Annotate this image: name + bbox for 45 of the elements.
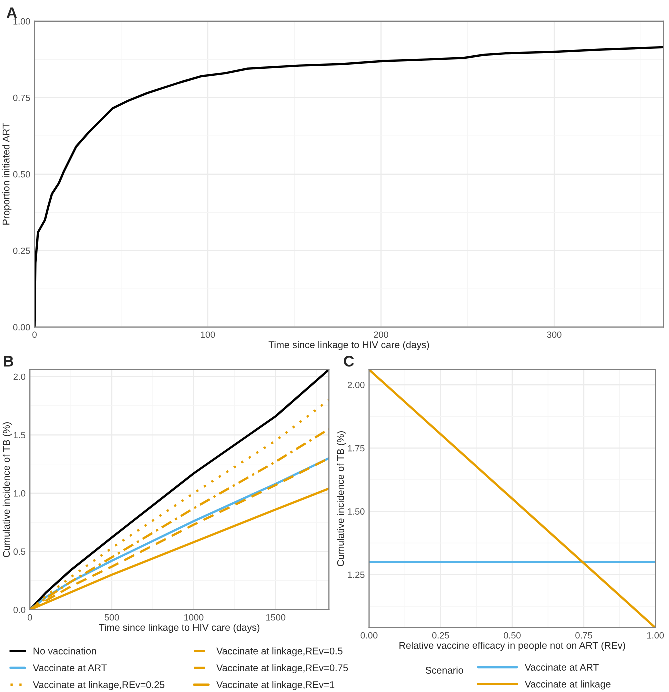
x-tick-label: 0	[28, 614, 32, 621]
legend-label: Vaccinate at ART	[524, 664, 599, 671]
x-tick-label: 0	[32, 332, 37, 338]
x-tick-label: 300	[547, 332, 562, 338]
legend-label: Vaccinate at linkage,REv=1	[216, 681, 335, 690]
legend-label: Vaccinate at linkage	[524, 680, 611, 690]
legend-title: Scenario	[426, 666, 464, 674]
x-tick-label: 1500	[266, 614, 286, 621]
y-axis-title: Proportion initiated ART	[2, 123, 12, 225]
y-tick-label: 1.25	[348, 572, 365, 578]
y-axis-title: Cumulative incidence of TB (%)	[337, 432, 346, 566]
y-tick-label: 0.00	[13, 324, 30, 331]
x-tick-label: 0.25	[432, 632, 450, 639]
x-axis-title: Relative vaccine efficacy in people not on ART (REv)	[400, 642, 626, 652]
chart-title: C	[344, 356, 354, 367]
y-tick-label: 0.75	[13, 94, 30, 102]
y-tick-label: 1.0	[14, 490, 26, 497]
legend-label: Vaccinate at linkage,REv=0.5	[216, 648, 343, 657]
y-tick-label: 1.75	[348, 445, 365, 452]
y-tick-label: 0.25	[13, 248, 30, 254]
legend-label: No vaccination	[34, 648, 96, 655]
y-tick-label: 1.00	[14, 18, 30, 25]
y-tick-label: 0.50	[13, 171, 30, 178]
y-tick-label: 1.5	[14, 432, 26, 439]
x-axis-title: Time since linkage to HIV care (days)	[268, 341, 430, 350]
y-tick-label: 2.00	[348, 382, 365, 388]
x-tick-label: 500	[104, 614, 120, 621]
y-tick-label: 0.5	[14, 548, 26, 556]
x-tick-label: 1000	[184, 614, 204, 621]
y-tick-label: 2.0	[14, 374, 26, 380]
y-tick-label: 0.0	[14, 606, 26, 614]
chart-title: A	[6, 8, 18, 18]
y-tick-label: 1.50	[348, 508, 365, 515]
x-tick-label: 0.50	[504, 632, 521, 639]
chart-title: B	[4, 356, 14, 367]
x-tick-label: 0.00	[360, 632, 378, 639]
x-tick-label: 200	[374, 332, 388, 338]
y-axis-title: Cumulative incidence of TB (%)	[2, 422, 12, 558]
x-tick-label: 0.75	[576, 632, 592, 639]
legend-label: Vaccinate at linkage,REv=0.25	[33, 681, 165, 690]
x-tick-label: 1.00	[648, 632, 664, 639]
legend-label: Vaccinate at ART	[33, 664, 108, 672]
x-axis-title: Time since linkage to HIV care (days)	[99, 624, 260, 634]
x-tick-label: 100	[201, 332, 216, 338]
legend-label: Vaccinate at linkage,REv=0.75	[216, 664, 348, 674]
